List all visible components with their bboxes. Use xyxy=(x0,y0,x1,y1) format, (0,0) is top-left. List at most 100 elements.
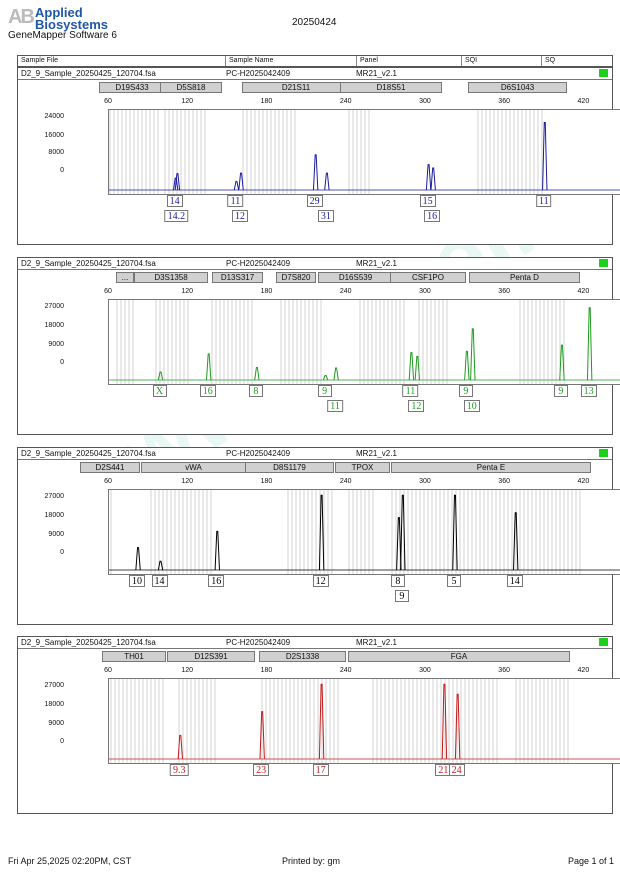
trace-svg xyxy=(109,679,620,763)
allele-label[interactable]: 12 xyxy=(232,210,249,222)
marker-d16s539[interactable]: D16S539 xyxy=(318,272,393,283)
allele-label[interactable]: 21 xyxy=(435,764,452,776)
peak-5 xyxy=(408,352,415,381)
electropherogram-panel-green: D2_9_Sample_20250425_120704.fsa PC-H20250… xyxy=(17,257,620,435)
peak-0 xyxy=(177,734,184,760)
peak-5 xyxy=(400,494,406,571)
y-tick-label: 0 xyxy=(60,359,64,366)
panel-name: MR21_v2.1 xyxy=(356,449,397,458)
y-tick-label: 9000 xyxy=(48,531,64,538)
peak-0 xyxy=(157,371,164,381)
x-tick-label: 240 xyxy=(339,98,352,105)
x-tick-label: 120 xyxy=(181,478,194,485)
marker-d8s1179[interactable]: D8S1179 xyxy=(245,462,334,473)
x-tick-label: 60 xyxy=(104,98,112,105)
allele-label[interactable]: 23 xyxy=(253,764,270,776)
allele-label[interactable]: 11 xyxy=(327,400,343,412)
x-tick-label: 300 xyxy=(419,478,431,485)
y-tick-label: 18000 xyxy=(44,322,64,329)
allele-label[interactable]: 9 xyxy=(317,385,332,397)
allele-label[interactable]: 16 xyxy=(199,385,216,397)
brand-line-2: Biosystems xyxy=(35,17,108,32)
marker-d5s818[interactable]: D5S818 xyxy=(160,82,222,93)
allele-label[interactable]: 15 xyxy=(419,195,436,207)
x-tick-label: 180 xyxy=(260,98,273,105)
x-tick-label: 360 xyxy=(498,288,510,295)
allele-label[interactable]: 9.3 xyxy=(170,764,189,776)
allele-label[interactable]: 14 xyxy=(506,575,523,587)
allele-label[interactable]: 5 xyxy=(446,575,461,587)
plot-area xyxy=(108,489,620,575)
allele-label[interactable]: 17 xyxy=(312,764,329,776)
allele-label[interactable]: 9 xyxy=(553,385,568,397)
allele-label[interactable]: 16 xyxy=(208,575,225,587)
x-tick-label: 60 xyxy=(104,478,112,485)
allele-label[interactable]: 11 xyxy=(227,195,244,207)
marker-tpox[interactable]: TPOX xyxy=(335,462,390,473)
marker-fga[interactable]: FGA xyxy=(348,651,570,662)
column-header-panel: Panel xyxy=(357,56,462,66)
allele-label[interactable]: 14 xyxy=(151,575,168,587)
allele-label[interactable]: 9 xyxy=(458,385,473,397)
marker-d12s391[interactable]: D12S391 xyxy=(167,651,255,662)
sample-info-row: D2_9_Sample_20250425_120704.fsa PC-H20250… xyxy=(18,258,612,270)
allele-label[interactable]: 31 xyxy=(317,210,334,222)
x-tick-label: 120 xyxy=(181,288,194,295)
peak-2 xyxy=(233,181,240,191)
allele-label[interactable]: 24 xyxy=(448,764,465,776)
allele-label[interactable]: 9 xyxy=(394,590,409,602)
marker-d7s820[interactable]: D7S820 xyxy=(276,272,316,283)
column-header-sq: SQ xyxy=(545,57,556,64)
allele-label[interactable]: 10 xyxy=(129,575,146,587)
peak-5 xyxy=(324,172,330,191)
allele-label[interactable]: 29 xyxy=(306,195,323,207)
marker-vwa[interactable]: vWA xyxy=(141,462,246,473)
run-id: 20250424 xyxy=(292,17,337,28)
marker-d19s433[interactable]: D19S433 xyxy=(99,82,165,93)
panel-name: MR21_v2.1 xyxy=(356,69,397,78)
marker-d3s1358[interactable]: D3S1358 xyxy=(134,272,208,283)
allele-label[interactable]: 11 xyxy=(402,385,419,397)
peak-8 xyxy=(470,328,476,381)
peak-4 xyxy=(396,517,402,571)
quality-flag-icon xyxy=(599,638,608,646)
peak-3 xyxy=(318,494,325,571)
allele-label[interactable]: 14.2 xyxy=(164,210,189,222)
electropherogram-panel-red: D2_9_Sample_20250425_120704.fsa PC-H20250… xyxy=(17,636,620,814)
sample-name: PC-H2025042409 xyxy=(226,638,291,647)
marker-d13s317[interactable]: D13S317 xyxy=(212,272,263,283)
allele-label[interactable]: 13 xyxy=(580,385,597,397)
electropherogram-panel-black: D2_9_Sample_20250425_120704.fsa PC-H20250… xyxy=(17,447,620,625)
sample-file: D2_9_Sample_20250425_120704.fsa xyxy=(21,449,156,458)
allele-label[interactable]: 12 xyxy=(312,575,329,587)
allele-label[interactable]: 11 xyxy=(535,195,552,207)
allele-label[interactable]: X xyxy=(152,385,167,397)
x-tick-label: 420 xyxy=(577,98,590,105)
x-tick-label: 60 xyxy=(104,667,112,674)
software-name: GeneMapper Software 6 xyxy=(8,30,117,41)
marker-d21s11[interactable]: D21S11 xyxy=(242,82,350,93)
panel-name: MR21_v2.1 xyxy=(356,259,397,268)
sample-name: PC-H2025042409 xyxy=(226,69,291,78)
marker-pentad[interactable]: Penta D xyxy=(469,272,580,283)
marker-d18s51[interactable]: D18S51 xyxy=(340,82,442,93)
sample-name: PC-H2025042409 xyxy=(226,449,291,458)
allele-label[interactable]: 8 xyxy=(390,575,405,587)
marker-pentae[interactable]: Penta E xyxy=(391,462,591,473)
marker-d2s1338[interactable]: D2S1338 xyxy=(259,651,346,662)
print-datetime: Fri Apr 25,2025 02:20PM, CST xyxy=(8,856,132,866)
allele-label[interactable]: 14 xyxy=(166,195,183,207)
allele-label[interactable]: 12 xyxy=(408,400,425,412)
brand-name: Applied Biosystems xyxy=(35,6,108,32)
allele-label[interactable]: 16 xyxy=(424,210,441,222)
marker-d2s441[interactable]: D2S441 xyxy=(80,462,140,473)
allele-label[interactable]: 10 xyxy=(463,400,480,412)
marker-csf1po[interactable]: CSF1PO xyxy=(390,272,466,283)
quality-flag-icon xyxy=(599,259,608,267)
x-tick-label: 120 xyxy=(181,98,194,105)
allele-label[interactable]: 8 xyxy=(248,385,263,397)
marker-d6s1043[interactable]: D6S1043 xyxy=(468,82,567,93)
marker-th01[interactable]: TH01 xyxy=(102,651,166,662)
x-tick-label: 180 xyxy=(260,478,273,485)
marker-[interactable]: ... xyxy=(116,272,134,283)
